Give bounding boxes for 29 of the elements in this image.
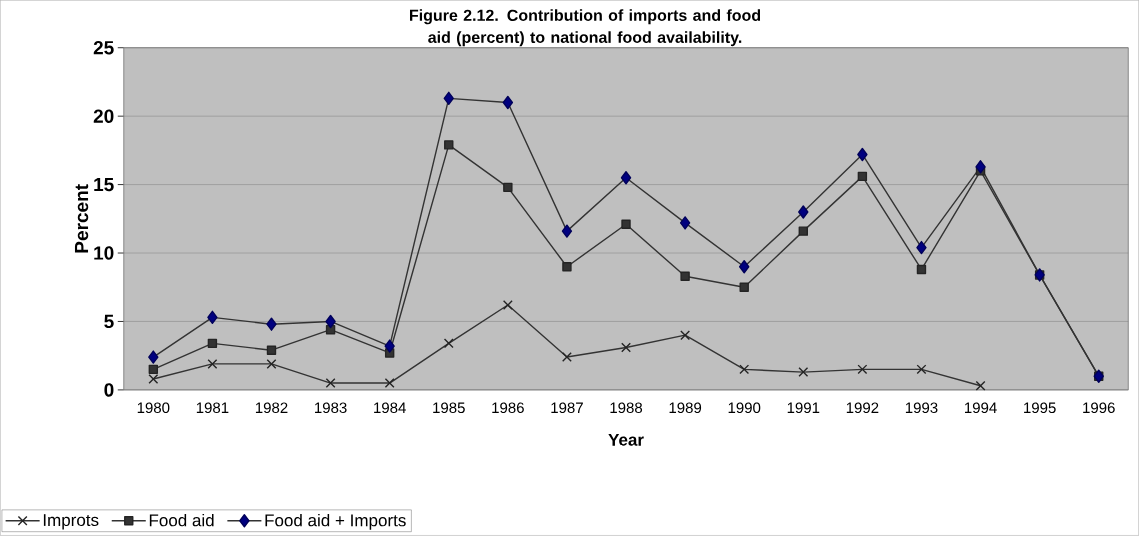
x-tick-label: 1994: [965, 402, 997, 414]
x-tick-label: 1993: [905, 402, 938, 414]
x-tick-label: 1995: [1024, 402, 1056, 414]
x-tick-label: 1991: [787, 402, 820, 414]
y-tick-label: 0: [104, 383, 114, 397]
legend-label: Improts: [43, 514, 99, 530]
chart-title: Figure 2.12. Contribution of imports and food aid (percent) to national food availability.: [410, 9, 761, 47]
y-tick-label: 25: [93, 41, 114, 55]
x-tick-label: 1982: [255, 402, 288, 414]
x-tick-label: 1984: [374, 402, 406, 414]
y-axis-title: Percent: [74, 184, 89, 253]
x-axis-title: Year: [608, 434, 644, 446]
legend-label: Food aid: [149, 514, 214, 527]
y-tick-label: 15: [94, 178, 114, 192]
legend-label: Food aid + Imports: [265, 514, 406, 530]
x-tick-label: 1989: [669, 402, 702, 414]
x-tick-label: 1992: [846, 402, 879, 414]
y-tick-label: 20: [93, 109, 114, 124]
x-tick-label: 1996: [1083, 402, 1115, 414]
x-tick-label: 1988: [610, 402, 643, 414]
x-tick-label: 1986: [492, 402, 524, 414]
x-tick-label: 1980: [137, 402, 170, 414]
x-tick-label: 1983: [315, 402, 347, 414]
x-tick-label: 1987: [551, 402, 583, 414]
x-tick-label: 1990: [728, 402, 761, 414]
y-tick-label: 10: [94, 246, 114, 260]
x-tick-label: 1981: [196, 402, 229, 414]
x-tick-label: 1985: [433, 402, 465, 414]
y-tick-label: 5: [104, 314, 114, 329]
